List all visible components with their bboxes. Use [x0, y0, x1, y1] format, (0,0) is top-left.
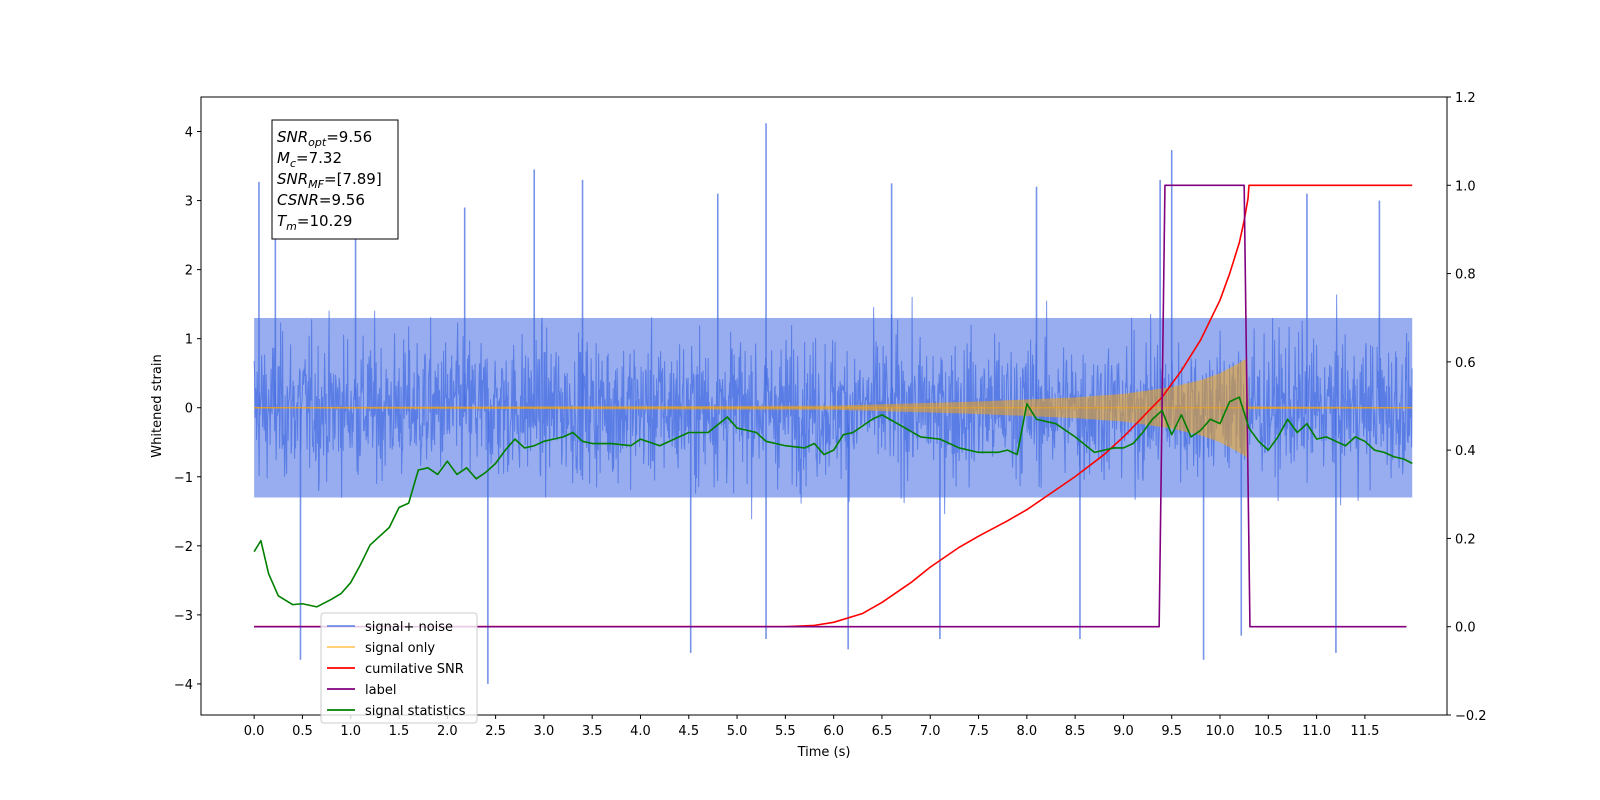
- info-line: Tm=10.29: [277, 212, 352, 233]
- legend: signal+ noise signal only cumilative SNR la…: [320, 612, 478, 724]
- y-tick-label: 3: [185, 195, 193, 210]
- y-tick-label: 0: [185, 402, 193, 417]
- x-tick-label: 5.0: [727, 724, 748, 739]
- x-tick-label: 4.5: [678, 724, 699, 739]
- x-tick-label: 8.0: [1016, 724, 1037, 739]
- x-tick-label: 0.5: [292, 724, 313, 739]
- y2-tick-label: 1.0: [1455, 179, 1476, 194]
- x-tick-label: 2.5: [485, 724, 506, 739]
- legend-frame: [320, 612, 478, 724]
- y2-tick-label: 0.8: [1455, 268, 1476, 283]
- y2-tick-label: 0.2: [1455, 532, 1476, 547]
- cumilative-snr-line: [254, 184, 1413, 628]
- y-tick-label: 2: [185, 264, 193, 279]
- x-tick-label: 1.5: [389, 724, 410, 739]
- x-tick-label: 9.0: [1113, 724, 1134, 739]
- info-box-frame: [271, 119, 399, 240]
- legend-label: signal only: [365, 641, 435, 656]
- x-tick-label: 7.0: [920, 724, 941, 739]
- signal-statistics-line: [253, 396, 1413, 608]
- y-tick-label: 4: [185, 126, 193, 141]
- legend-label: cumilative SNR: [365, 662, 464, 677]
- x-tick-label: 3.5: [582, 724, 603, 739]
- legend-label: signal+ noise: [365, 620, 453, 635]
- x-tick-label: 11.0: [1302, 724, 1331, 739]
- y2-tick-label: 0.0: [1455, 621, 1476, 636]
- x-tick-label: 5.5: [775, 724, 796, 739]
- x-tick-label: 2.0: [437, 724, 458, 739]
- x-tick-label: 1.0: [340, 724, 361, 739]
- x-tick-label: 6.0: [823, 724, 844, 739]
- x-axis-title: Time (s): [797, 745, 851, 760]
- x-tick-label: 11.5: [1350, 724, 1379, 739]
- plot-frame: [200, 96, 1448, 716]
- info-line: CSNR=9.56: [277, 191, 365, 209]
- x-tick-label: 7.5: [968, 724, 989, 739]
- info-line: Mc=7.32: [277, 149, 342, 170]
- x-tick-label: 10.0: [1206, 724, 1235, 739]
- x-tick-label: 3.0: [534, 724, 555, 739]
- y-tick-label: 1: [185, 333, 193, 348]
- legend-label: label: [365, 683, 396, 698]
- info-line: SNRMF=[7.89]: [277, 170, 382, 191]
- label-line: [254, 184, 1407, 628]
- y2-tick-label: 1.2: [1455, 91, 1476, 106]
- y-axis-title: Whitened strain: [150, 354, 165, 457]
- y-tick-label: −1: [174, 471, 193, 486]
- y-tick-label: −4: [174, 678, 193, 693]
- x-tick-label: 8.5: [1065, 724, 1086, 739]
- x-tick-label: 9.5: [1161, 724, 1182, 739]
- y-tick-label: −3: [174, 609, 193, 624]
- y2-tick-label: 0.6: [1455, 356, 1476, 371]
- axes: 0.0 0.5 1.0 1.5 2.0 2.5 3.0 3.5 4.0 4.5 5.0 5.5 6.0 6…: [174, 91, 1487, 739]
- x-tick-label: 4.0: [630, 724, 651, 739]
- y2-tick-label: 0.4: [1455, 444, 1476, 459]
- plot-area: [253, 123, 1413, 684]
- y-tick-label: −2: [174, 540, 193, 555]
- x-tick-label: 0.0: [244, 724, 265, 739]
- y2-tick-label: −0.2: [1455, 709, 1487, 724]
- legend-label: signal statistics: [365, 704, 466, 719]
- x-tick-label: 6.5: [872, 724, 893, 739]
- info-line: SNRopt=9.56: [277, 128, 372, 149]
- x-tick-label: 10.5: [1254, 724, 1283, 739]
